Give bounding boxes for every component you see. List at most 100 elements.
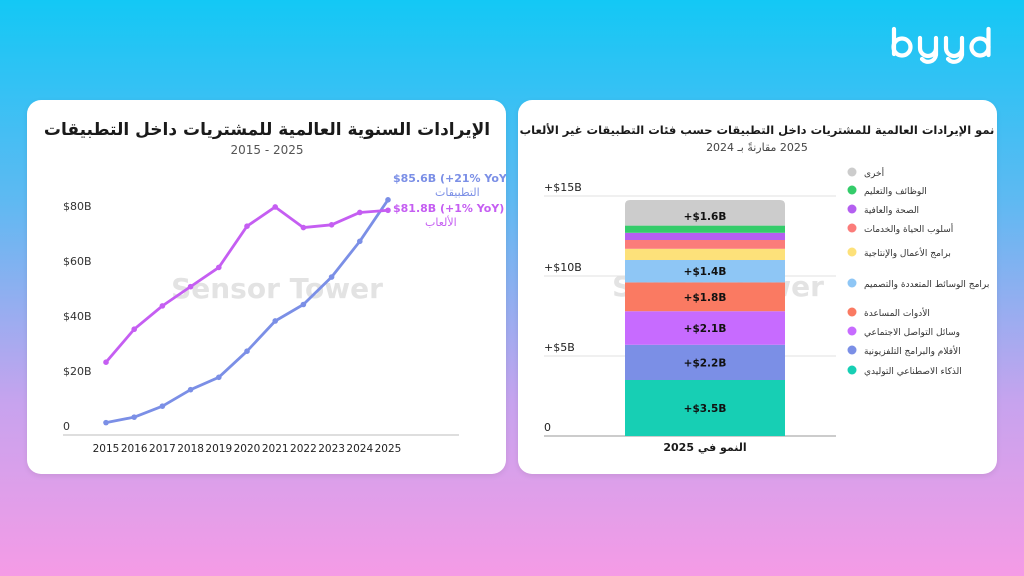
data-point-games: [103, 359, 109, 365]
annual-revenue-line-chart: Sensor Tower الإيرادات السنوية العالمية …: [44, 120, 506, 455]
games-end-value-label: $81.8B (+1% YoY): [393, 202, 504, 215]
category-growth-card: Sensor Tower نمو الإيرادات العالمية للمش…: [518, 100, 997, 474]
legend-label: أسلوب الحياة والخدمات: [864, 223, 953, 235]
x-tick-label: 2022: [290, 443, 317, 455]
legend-item: أخرى: [847, 167, 884, 179]
stack-segment: [625, 232, 785, 240]
data-point-games: [187, 283, 194, 290]
legend-label: الصحة والعافية: [864, 206, 919, 216]
y-tick-label: +$10B: [544, 261, 582, 274]
x-tick-label: 2018: [177, 443, 204, 455]
y-tick-label: $40B: [63, 310, 92, 323]
stack-segment: [625, 260, 785, 283]
legend-swatch: [847, 167, 857, 177]
legend-item: الوظائف والتعليم: [847, 185, 927, 197]
data-point-games: [357, 209, 363, 216]
y-tick-label: 0: [63, 420, 70, 433]
x-tick-label: 2021: [262, 443, 289, 455]
data-point-apps: [385, 197, 391, 203]
annual-revenue-card: Sensor Tower الإيرادات السنوية العالمية …: [27, 100, 506, 474]
apps-end-value-label: $85.6B (+21% YoY): [393, 172, 506, 185]
y-tick-label: $60B: [63, 255, 92, 268]
data-point-games: [328, 222, 335, 228]
stack-segment: [625, 200, 785, 226]
line-chart-subtitle: 2015 - 2025: [230, 143, 303, 157]
stack-segment: [625, 240, 785, 249]
legend-swatch: [847, 345, 857, 355]
series-line-apps: [105, 199, 390, 425]
data-point-apps: [328, 274, 335, 280]
legend-item: الذكاء الاصطناعي التوليدي: [847, 365, 962, 377]
segment-value-label: +$1.8B: [684, 292, 727, 304]
legend-swatch: [847, 185, 857, 195]
data-point-games: [385, 207, 391, 214]
y-tick-label: +$15B: [544, 181, 582, 194]
data-point-apps: [300, 301, 307, 308]
data-point-apps: [357, 238, 363, 245]
byyd-logo: [891, 26, 991, 64]
x-tick-label: 2023: [318, 443, 345, 455]
x-tick-label: 2024: [346, 443, 373, 455]
legend-swatch: [847, 204, 857, 214]
line-chart-title: الإيرادات السنوية العالمية للمشتريات داخ…: [44, 120, 490, 140]
legend-item: الصحة والعافية: [847, 204, 919, 216]
data-point-games: [131, 326, 137, 333]
apps-series-name: التطبيقات: [435, 186, 480, 199]
legend-label: الأدوات المساعدة: [864, 307, 930, 319]
legend-label: الأفلام والبرامج التلفزيونية: [864, 345, 961, 357]
data-point-apps: [103, 419, 109, 426]
x-tick-label: 2016: [121, 443, 148, 455]
segment-value-label: +$3.5B: [684, 403, 727, 415]
x-tick-label: 2017: [149, 443, 176, 455]
legend-swatch: [847, 223, 857, 233]
stack-segment: [625, 380, 785, 436]
legend-swatch: [847, 307, 857, 317]
data-point-apps: [187, 386, 194, 393]
data-point-apps: [216, 374, 222, 381]
data-point-apps: [159, 403, 166, 409]
data-point-apps: [272, 318, 278, 324]
legend-item: الأفلام والبرامج التلفزيونية: [847, 345, 961, 357]
legend-item: وسائل التواصل الاجتماعي: [847, 326, 960, 338]
legend-label: أخرى: [864, 167, 884, 179]
data-point-games: [300, 224, 307, 231]
data-point-games: [244, 223, 250, 229]
category-growth-bar-chart: Sensor Tower نمو الإيرادات العالمية للمش…: [520, 123, 995, 454]
y-tick-label: +$5B: [544, 341, 575, 354]
data-point-apps: [131, 414, 137, 420]
legend-label: الذكاء الاصطناعي التوليدي: [864, 367, 962, 377]
segment-value-label: +$2.2B: [684, 357, 727, 369]
games-series-name: الألعاب: [425, 215, 457, 229]
legend-item: أسلوب الحياة والخدمات: [847, 223, 953, 235]
x-tick-label: 2025: [375, 443, 402, 455]
legend-label: الوظائف والتعليم: [864, 187, 927, 197]
data-point-games: [272, 204, 278, 210]
bar-category-label: النمو في 2025: [663, 441, 746, 454]
x-tick-label: 2020: [234, 443, 261, 455]
y-tick-label: $20B: [63, 365, 92, 378]
stack-segment: [625, 311, 785, 345]
legend-swatch: [847, 278, 857, 288]
data-point-games: [216, 264, 222, 271]
data-point-apps: [244, 348, 250, 355]
data-point-games: [159, 303, 166, 309]
legend-label: برامج الوسائط المتعددة والتصميم: [864, 280, 989, 290]
y-tick-label: $80B: [63, 200, 92, 213]
legend-item: الأدوات المساعدة: [847, 307, 930, 319]
legend-swatch: [847, 365, 857, 375]
bar-chart-subtitle: 2025 مقارنةً بـ 2024: [706, 141, 808, 154]
stack-segment: [625, 282, 785, 312]
segment-value-label: +$1.6B: [684, 211, 727, 223]
x-tick-label: 2015: [93, 443, 120, 455]
segment-value-label: +$2.1B: [684, 323, 727, 335]
legend-swatch: [847, 326, 857, 336]
legend-item: برامج الأعمال والإنتاجية: [847, 247, 951, 259]
legend-swatch: [847, 247, 857, 257]
segment-value-label: +$1.4B: [684, 266, 727, 278]
stack-segment: [625, 248, 785, 260]
legend-item: برامج الوسائط المتعددة والتصميم: [847, 278, 989, 290]
stack-segment: [625, 225, 785, 233]
x-tick-label: 2019: [205, 443, 232, 455]
stack-segment: [625, 344, 785, 380]
legend-label: برامج الأعمال والإنتاجية: [864, 247, 951, 259]
